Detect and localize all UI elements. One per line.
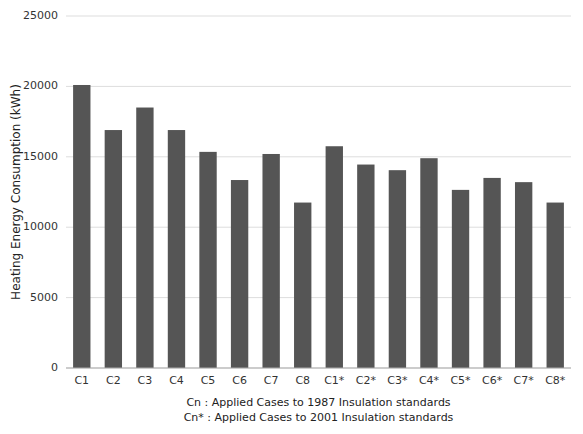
x-tick-label: C6* — [482, 374, 503, 387]
x-tick-label: C7* — [514, 374, 535, 387]
bars — [73, 85, 564, 368]
bar — [105, 130, 122, 368]
bar — [420, 158, 437, 368]
bar — [231, 180, 248, 368]
page: {"chart_data": {"type": "bar", "categori… — [0, 0, 583, 434]
y-grid — [66, 16, 571, 368]
x-tick-label: C1* — [324, 374, 345, 387]
bar — [73, 85, 90, 368]
x-tick-label: C2 — [106, 374, 121, 387]
y-tick-label: 10000 — [23, 220, 58, 233]
grid-line — [66, 86, 571, 87]
x-axis-label-line: Cn* : Applied Cases to 2001 Insulation s… — [184, 411, 454, 424]
y-tick-label: 25000 — [23, 9, 58, 22]
grid-line — [66, 16, 571, 17]
chart-container: 0500010000150002000025000C1C2C3C4C5C6C7C… — [0, 0, 583, 434]
chart-svg: 0500010000150002000025000C1C2C3C4C5C6C7C… — [0, 0, 583, 434]
x-tick-label: C8 — [295, 374, 310, 387]
x-tick-label: C3* — [387, 374, 408, 387]
x-axis-label: Cn : Applied Cases to 1987 Insulation st… — [184, 396, 454, 424]
bar — [389, 170, 406, 368]
bar — [168, 130, 185, 368]
bar — [199, 152, 216, 368]
x-tick-label: C1 — [74, 374, 89, 387]
y-tick-label: 5000 — [30, 291, 58, 304]
x-axis-label-line: Cn : Applied Cases to 1987 Insulation st… — [186, 396, 450, 409]
grid-line — [66, 368, 571, 369]
x-tick-labels: C1 C2 C3 C4 C5 C6 C7 C8 C1* C2* C3* C4* C5* C6* C7* C8* — [74, 374, 565, 387]
bar — [357, 165, 374, 368]
x-tick-label: C5* — [450, 374, 471, 387]
bar — [136, 108, 153, 368]
x-axis-line — [66, 368, 571, 369]
x-tick-label: C4 — [169, 374, 184, 387]
bar — [294, 203, 311, 368]
x-tick-label: C4* — [419, 374, 440, 387]
y-tick-labels: 0 5000 10000 15000 20000 25000 — [23, 9, 58, 374]
y-tick-label: 20000 — [23, 79, 58, 92]
bar — [483, 178, 500, 368]
y-axis-label: Heating Energy Consumption (kWh) — [9, 84, 23, 300]
x-tick-label: C2* — [356, 374, 377, 387]
x-tick-label: C3 — [138, 374, 153, 387]
bar — [547, 203, 564, 368]
bar — [262, 154, 279, 368]
x-tick-label: C8* — [545, 374, 566, 387]
x-tick-label: C7 — [264, 374, 279, 387]
x-tick-label: C6 — [232, 374, 247, 387]
x-tick-label: C5 — [201, 374, 216, 387]
bar — [326, 146, 343, 368]
y-tick-label: 0 — [51, 361, 58, 374]
y-tick-label: 15000 — [23, 150, 58, 163]
background — [0, 0, 583, 434]
bar — [452, 190, 469, 368]
bar — [515, 182, 532, 368]
